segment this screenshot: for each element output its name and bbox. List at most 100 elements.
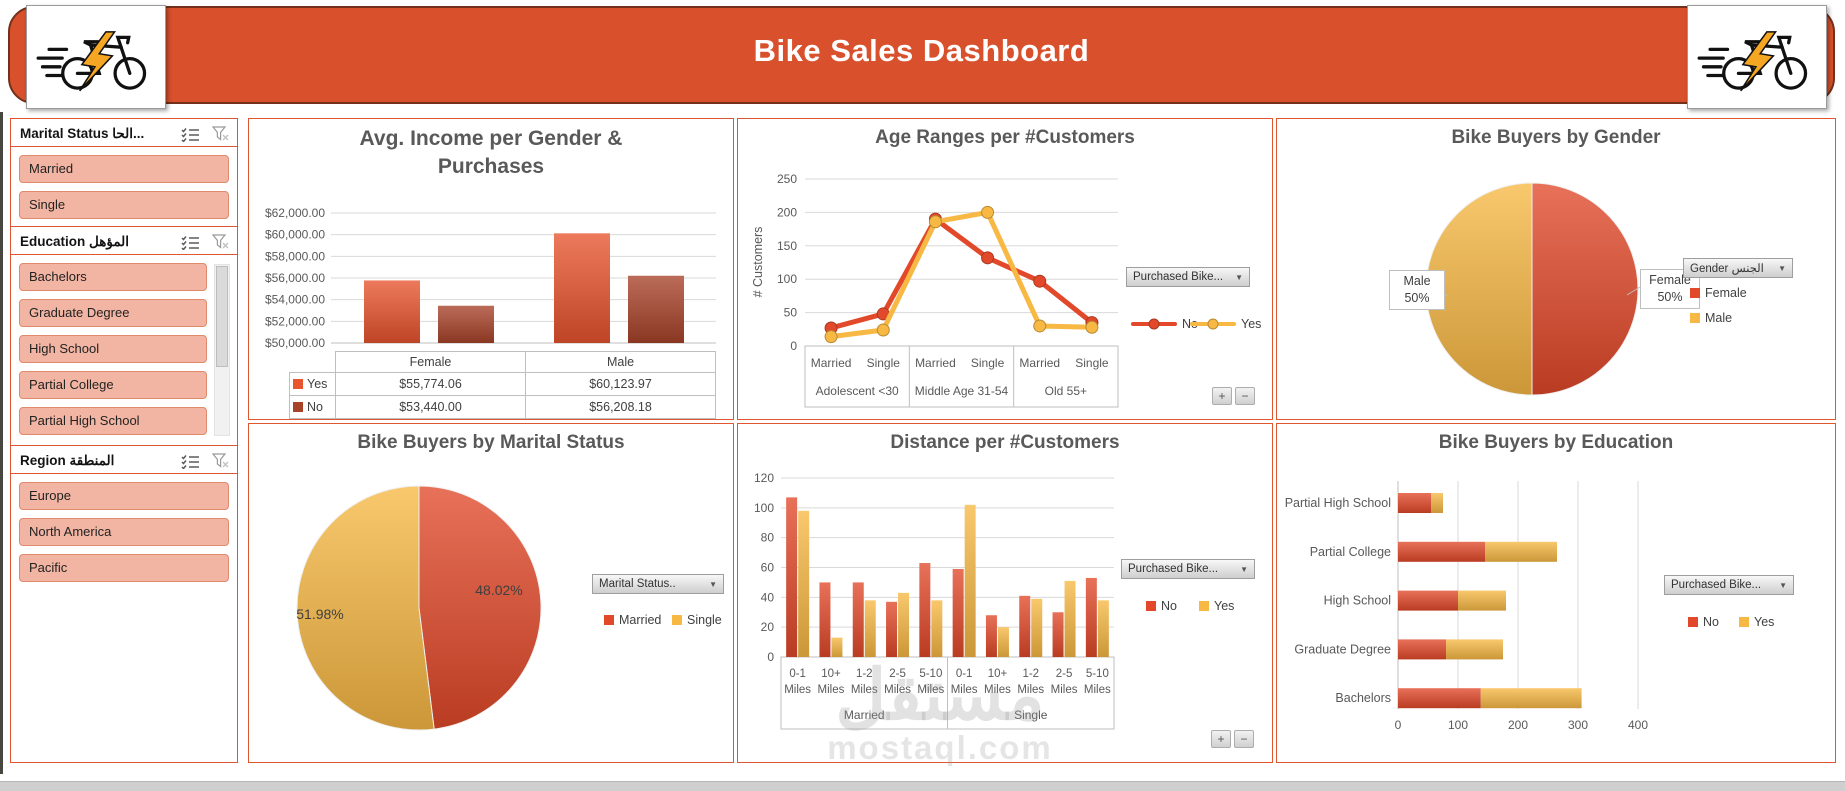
svg-text:Miles: Miles xyxy=(784,684,811,696)
panel-distance: Distance per #Customers 120 100 80 60 40 20 0 0… xyxy=(737,423,1273,763)
svg-text:0: 0 xyxy=(790,339,797,353)
svg-text:Miles: Miles xyxy=(1084,684,1111,696)
svg-text:$54,000.00: $54,000.00 xyxy=(265,293,325,307)
legend-item-married: Married xyxy=(604,613,661,627)
legend-item-yes: Yes xyxy=(1739,615,1774,629)
field-button-label: Purchased Bike... xyxy=(1133,271,1224,283)
education-chart: 0 100 200 300 400 Partial High School Partial … xyxy=(1277,424,1835,762)
svg-text:$60,000.00: $60,000.00 xyxy=(265,228,325,242)
svg-text:0: 0 xyxy=(1395,718,1402,732)
slicer-item-graduate-degree[interactable]: Graduate Degree xyxy=(19,299,207,327)
avg-income-canvas: $62,000.00 $60,000.00 $58,000.00 $56,000.00… xyxy=(265,206,716,350)
slicer-item-north-america[interactable]: North America xyxy=(19,518,229,546)
svg-text:Miles: Miles xyxy=(818,684,845,696)
distance-chart: 120 100 80 60 40 20 0 0-1 Miles 10+ Miles 1-2 Miles 2… xyxy=(738,424,1272,762)
svg-text:$58,000.00: $58,000.00 xyxy=(265,249,325,263)
clear-filter-icon[interactable] xyxy=(212,126,229,142)
dropdown-arrow-icon: ▼ xyxy=(1779,580,1787,590)
slicer-item-partial-high-school[interactable]: Partial High School xyxy=(19,407,207,435)
slicer-header: Education المؤهل xyxy=(11,227,237,255)
collapse-button[interactable]: − xyxy=(1235,387,1255,405)
multi-select-icon[interactable] xyxy=(181,127,200,142)
svg-text:150: 150 xyxy=(777,239,797,253)
slicer-item-europe[interactable]: Europe xyxy=(19,482,229,510)
chart-title: Avg. Income per Gender & Purchases xyxy=(359,127,623,178)
slicer-item-list: Married Single xyxy=(11,147,237,219)
table-value-cell: $56,208.18 xyxy=(526,396,716,419)
field-button-marital-status[interactable]: Marital Status.. ▼ xyxy=(592,574,724,594)
legend-swatch xyxy=(672,615,682,625)
table-column-header: Female xyxy=(336,351,526,373)
legend-swatch xyxy=(293,379,303,389)
window-edge-line xyxy=(0,112,3,774)
svg-text:Bachelors: Bachelors xyxy=(1335,691,1391,705)
slicer-title: Education المؤهل xyxy=(20,234,130,249)
table-row-label: Yes xyxy=(289,373,336,396)
svg-text:Middle Age 31-54: Middle Age 31-54 xyxy=(915,384,1009,398)
svg-text:20: 20 xyxy=(761,620,775,634)
svg-text:$50,000.00: $50,000.00 xyxy=(265,336,325,350)
svg-text:0-1: 0-1 xyxy=(789,668,806,680)
bike-lightning-logo-icon xyxy=(36,31,147,92)
pie-label-single: 51.98% xyxy=(296,606,344,622)
chart-title: Bike Buyers by Education xyxy=(1438,432,1674,453)
field-button-gender[interactable]: Gender الجنس ▼ xyxy=(1683,258,1793,278)
svg-text:# Customers: # Customers xyxy=(751,227,765,298)
legend-item-no: No xyxy=(1146,599,1177,613)
svg-text:Married: Married xyxy=(811,356,852,370)
logo-left xyxy=(26,5,166,109)
legend-swatch xyxy=(1690,288,1700,298)
scrollbar-thumb[interactable] xyxy=(216,266,228,367)
slicer-header: Region المنطقة xyxy=(11,446,237,474)
slicer-item-pacific[interactable]: Pacific xyxy=(19,554,229,582)
svg-text:60: 60 xyxy=(761,561,775,575)
legend-swatch xyxy=(1146,601,1156,611)
logo-right xyxy=(1687,5,1827,109)
legend-line-sample xyxy=(1190,318,1236,330)
svg-text:High School: High School xyxy=(1324,594,1391,608)
field-button-purchased-bike[interactable]: Purchased Bike... ▼ xyxy=(1121,559,1255,579)
svg-text:50: 50 xyxy=(784,306,798,320)
legend-item-no: No xyxy=(1688,615,1719,629)
table-value-cell: $60,123.97 xyxy=(526,373,716,396)
slicer-scrollbar[interactable] xyxy=(214,264,230,436)
slicer-item-partial-college[interactable]: Partial College xyxy=(19,371,207,399)
legend-item-single: Single xyxy=(672,613,722,627)
header-banner: Bike Sales Dashboard xyxy=(8,5,1835,109)
collapse-button[interactable]: − xyxy=(1234,730,1254,748)
legend-item-yes: Yes xyxy=(1190,317,1261,331)
slicer-item-married[interactable]: Married xyxy=(19,155,229,183)
multi-select-icon[interactable] xyxy=(181,235,200,250)
svg-text:40: 40 xyxy=(761,590,775,604)
svg-text:Single: Single xyxy=(1014,708,1048,722)
svg-text:Miles: Miles xyxy=(1017,684,1044,696)
field-button-purchased-bike[interactable]: Purchased Bike... ▼ xyxy=(1126,267,1250,287)
bike-lightning-logo-icon xyxy=(1697,31,1808,92)
expand-button[interactable]: + xyxy=(1212,387,1232,405)
field-button-purchased-bike[interactable]: Purchased Bike... ▼ xyxy=(1664,575,1794,595)
svg-text:100: 100 xyxy=(777,272,797,286)
clear-filter-icon[interactable] xyxy=(212,234,229,250)
pivot-zoom-controls: + − xyxy=(1211,730,1254,748)
slicer-education: Education المؤهل xyxy=(10,226,238,446)
slicer-item-bachelors[interactable]: Bachelors xyxy=(19,263,207,291)
slicer-title: Marital Status الحا... xyxy=(20,126,145,141)
expand-button[interactable]: + xyxy=(1211,730,1231,748)
table-column-header: Male xyxy=(526,351,716,373)
field-button-label: Purchased Bike... xyxy=(1128,563,1219,575)
age-ranges-canvas: 250 200 150 100 50 0 Married Single Married Singl… xyxy=(751,172,1119,408)
marital-pie-chart: 48.02% 51.98% Marital Status.. ▼ Married Sing… xyxy=(249,424,733,762)
table-row-label: No xyxy=(289,396,336,419)
slicer-item-single[interactable]: Single xyxy=(19,191,229,219)
svg-text:Old 55+: Old 55+ xyxy=(1045,384,1087,398)
gender-pie-chart: Male 50% Female 50% Gender الجنس ▼ Female Male xyxy=(1277,119,1835,419)
table-value-cell: $55,774.06 xyxy=(336,373,526,396)
slicer-item-high-school[interactable]: High School xyxy=(19,335,207,363)
legend-item-yes: Yes xyxy=(1199,599,1234,613)
slicer-item-list: Europe North America Pacific xyxy=(11,474,237,582)
clear-filter-icon[interactable] xyxy=(212,453,229,469)
multi-select-icon[interactable] xyxy=(181,454,200,469)
svg-text:10+: 10+ xyxy=(821,668,841,680)
age-ranges-chart: 250 200 150 100 50 0 Married Single Married Singl… xyxy=(738,119,1272,419)
